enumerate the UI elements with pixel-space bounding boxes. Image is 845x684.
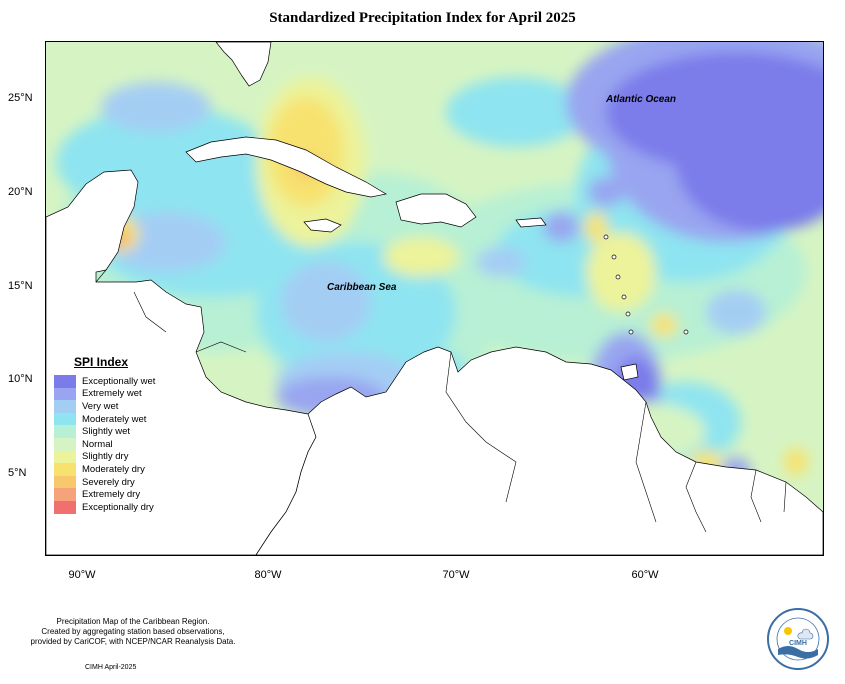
legend-item: Normal bbox=[54, 437, 155, 451]
legend-item: Very wet bbox=[54, 400, 155, 413]
legend-swatch bbox=[54, 375, 76, 388]
legend-label: Moderately dry bbox=[82, 463, 145, 475]
spi-map-canvas bbox=[46, 42, 823, 555]
cimh-logo: CIMH bbox=[767, 608, 829, 670]
lat-label-25n: 25°N bbox=[8, 92, 33, 104]
legend-item: Slightly dry bbox=[54, 450, 155, 464]
legend-swatch bbox=[54, 450, 76, 464]
lat-label-10n: 10°N bbox=[8, 373, 33, 385]
footer-line: provided by CariCOF, with NCEP/NCAR Rean… bbox=[30, 637, 236, 646]
legend-label: Moderately wet bbox=[82, 413, 147, 425]
legend-item: Exceptionally wet bbox=[54, 375, 155, 388]
legend-label: Extremely dry bbox=[82, 489, 141, 501]
south-america bbox=[255, 346, 823, 555]
legend-swatch bbox=[54, 500, 76, 514]
island bbox=[628, 329, 634, 335]
legend-label: Slightly dry bbox=[82, 451, 129, 463]
legend-item: Severely dry bbox=[54, 475, 155, 489]
caribbean-sea-label: Caribbean Sea bbox=[327, 282, 397, 293]
legend-item: Extremely dry bbox=[54, 488, 155, 501]
trinidad bbox=[620, 363, 639, 381]
map-credit: CIMH April-2025 bbox=[85, 664, 137, 671]
legend-label: Severely dry bbox=[82, 476, 135, 488]
legend-swatch bbox=[54, 400, 76, 413]
map-description: Precipitation Map of the Caribbean Regio… bbox=[8, 617, 258, 647]
lon-label-80w: 80°W bbox=[254, 569, 282, 581]
island bbox=[615, 274, 621, 280]
legend-swatch bbox=[54, 425, 76, 438]
legend-label: Normal bbox=[82, 438, 113, 450]
florida bbox=[215, 42, 272, 87]
legend-swatch bbox=[54, 488, 76, 501]
lon-label-70w: 70°W bbox=[442, 569, 470, 581]
legend-label: Exceptionally dry bbox=[82, 501, 154, 513]
lat-label-20n: 20°N bbox=[8, 186, 33, 198]
land-layer bbox=[46, 42, 823, 555]
legend-swatch bbox=[54, 463, 76, 476]
legend-label: Exceptionally wet bbox=[82, 375, 156, 387]
legend-label: Extremely wet bbox=[82, 388, 142, 400]
puerto-rico bbox=[515, 217, 547, 228]
island bbox=[621, 294, 627, 300]
island bbox=[611, 254, 617, 260]
island bbox=[683, 329, 689, 335]
hispaniola bbox=[395, 193, 477, 228]
lon-label-90w: 90°W bbox=[68, 569, 96, 581]
legend-label: Slightly wet bbox=[82, 426, 131, 438]
legend-item: Exceptionally dry bbox=[54, 500, 155, 514]
legend-swatch bbox=[54, 475, 76, 489]
borders-layer bbox=[95, 269, 787, 533]
legend-item: Moderately wet bbox=[54, 412, 155, 426]
map-title: Standardized Precipitation Index for Apr… bbox=[269, 10, 576, 26]
lat-label-5n: 5°N bbox=[8, 467, 27, 479]
logo-text: CIMH bbox=[789, 640, 807, 647]
legend-item: Slightly wet bbox=[54, 425, 155, 438]
jamaica bbox=[303, 218, 342, 233]
footer-line: Precipitation Map of the Caribbean Regio… bbox=[56, 617, 210, 626]
spi-field bbox=[56, 42, 823, 537]
island bbox=[625, 311, 631, 317]
spi-legend: SPI Index Exceptionally wet Extremely wet… bbox=[54, 355, 155, 514]
legend-item: Moderately dry bbox=[54, 463, 155, 476]
spi-map: Atlantic Ocean Caribbean Sea bbox=[45, 41, 824, 556]
legend-label: Very wet bbox=[82, 400, 119, 412]
legend-title: SPI Index bbox=[74, 355, 129, 369]
island bbox=[603, 234, 609, 240]
legend-swatch bbox=[54, 412, 76, 426]
atlantic-ocean-label: Atlantic Ocean bbox=[606, 94, 677, 105]
legend-swatch bbox=[54, 387, 76, 401]
legend-items: Exceptionally wet Extremely wet Very wet Mo… bbox=[54, 375, 155, 514]
lon-label-60w: 60°W bbox=[631, 569, 659, 581]
legend-item: Extremely wet bbox=[54, 387, 155, 401]
cuba bbox=[185, 136, 387, 198]
footer-line: Created by aggregating station based obs… bbox=[41, 627, 225, 636]
legend-swatch bbox=[54, 437, 76, 451]
lat-label-15n: 15°N bbox=[8, 280, 33, 292]
